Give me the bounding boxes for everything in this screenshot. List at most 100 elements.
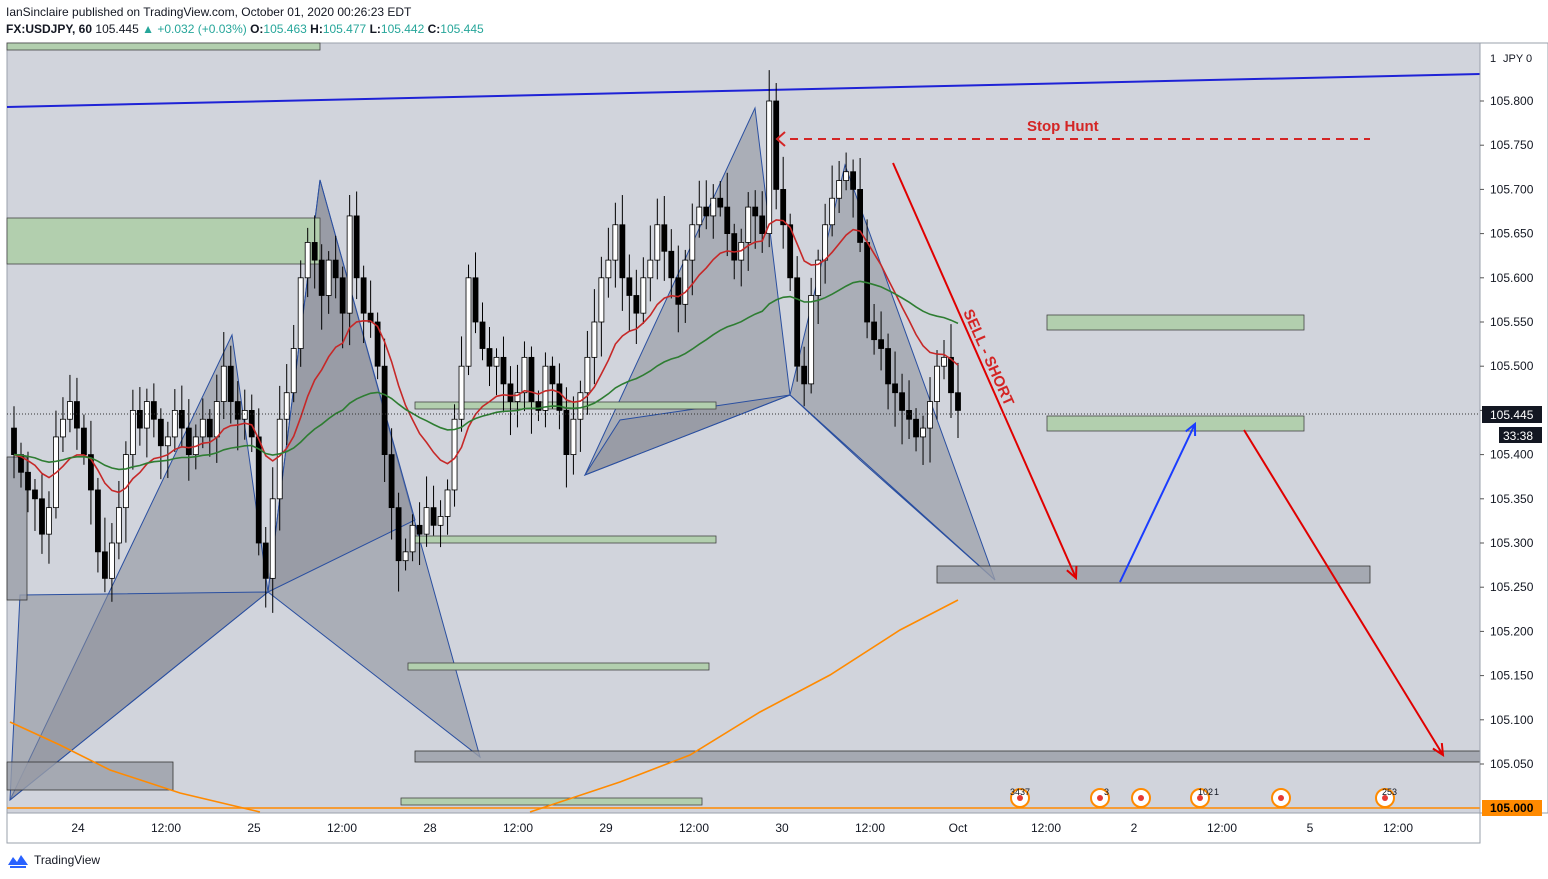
candle[interactable] — [752, 206, 759, 217]
candle[interactable] — [570, 418, 577, 455]
candle[interactable] — [850, 171, 857, 190]
candle[interactable] — [521, 356, 528, 394]
candle[interactable] — [437, 516, 444, 526]
candle[interactable] — [102, 551, 108, 579]
candle[interactable] — [955, 392, 961, 411]
candle[interactable] — [430, 507, 437, 526]
candle[interactable] — [304, 242, 311, 279]
candle[interactable] — [332, 259, 339, 279]
trendline[interactable] — [6, 73, 1481, 108]
candle[interactable] — [857, 188, 864, 243]
candle[interactable] — [696, 206, 703, 226]
candle[interactable] — [108, 542, 115, 579]
candle[interactable] — [269, 498, 276, 579]
candle[interactable] — [654, 224, 661, 261]
candle[interactable] — [353, 215, 360, 279]
candle[interactable] — [479, 321, 486, 349]
candle[interactable] — [829, 197, 836, 226]
resistance-zone[interactable] — [6, 761, 174, 791]
candle[interactable] — [46, 507, 52, 535]
candle[interactable] — [346, 215, 353, 314]
candle[interactable] — [32, 489, 38, 500]
target-arrow[interactable] — [1243, 429, 1444, 756]
sell-arrow[interactable] — [892, 162, 1077, 579]
candle[interactable] — [766, 100, 773, 235]
candle[interactable] — [794, 277, 801, 367]
candle[interactable] — [605, 259, 612, 279]
candle[interactable] — [39, 498, 45, 535]
candle[interactable] — [878, 339, 884, 349]
candle[interactable] — [311, 242, 318, 261]
candle[interactable] — [759, 215, 766, 234]
candle[interactable] — [25, 471, 31, 491]
symbol-name[interactable]: FX:USDJPY, 60 — [6, 22, 93, 36]
candle[interactable] — [710, 197, 717, 217]
candle[interactable] — [262, 542, 269, 579]
author-name[interactable]: IanSinclaire — [6, 5, 69, 19]
candle[interactable] — [892, 383, 898, 394]
candle[interactable] — [682, 259, 689, 305]
candle[interactable] — [913, 418, 919, 438]
candle[interactable] — [325, 259, 332, 296]
candle[interactable] — [81, 427, 87, 455]
candle[interactable] — [339, 277, 346, 314]
support-zone[interactable] — [1046, 314, 1305, 331]
candle[interactable] — [318, 259, 325, 296]
candle[interactable] — [948, 356, 954, 394]
candle[interactable] — [360, 277, 367, 314]
candle[interactable] — [60, 418, 66, 438]
candle[interactable] — [171, 409, 178, 438]
candle[interactable] — [724, 206, 731, 235]
candle[interactable] — [290, 348, 297, 394]
candle[interactable] — [185, 427, 192, 455]
candle[interactable] — [871, 321, 877, 341]
candle[interactable] — [136, 409, 143, 429]
candle[interactable] — [143, 401, 150, 429]
support-zone[interactable] — [1046, 415, 1305, 432]
candle[interactable] — [472, 277, 479, 323]
candle[interactable] — [528, 356, 535, 402]
candle[interactable] — [563, 409, 570, 455]
candle[interactable] — [640, 277, 647, 314]
candle[interactable] — [745, 206, 752, 243]
candle[interactable] — [808, 295, 815, 385]
retest-arrow[interactable] — [1119, 423, 1196, 583]
candle[interactable] — [549, 365, 556, 385]
candle[interactable] — [507, 383, 514, 402]
support-zone[interactable] — [6, 42, 321, 51]
candle[interactable] — [500, 356, 507, 385]
candle[interactable] — [822, 224, 829, 261]
candle[interactable] — [598, 277, 605, 323]
candle[interactable] — [619, 224, 626, 279]
candle[interactable] — [241, 409, 248, 420]
candle[interactable] — [514, 392, 521, 402]
candle[interactable] — [206, 418, 213, 438]
candle[interactable] — [934, 365, 940, 402]
candle[interactable] — [801, 365, 808, 385]
candle[interactable] — [591, 321, 598, 358]
footer-brand[interactable]: TradingView — [6, 851, 100, 869]
candle[interactable] — [675, 277, 682, 305]
candle[interactable] — [556, 383, 563, 411]
candle[interactable] — [689, 224, 696, 261]
candle[interactable] — [626, 277, 633, 296]
candle[interactable] — [493, 356, 500, 367]
candle[interactable] — [465, 277, 472, 367]
candle[interactable] — [906, 409, 912, 420]
support-zone[interactable] — [407, 662, 710, 671]
candle[interactable] — [374, 321, 381, 367]
candle[interactable] — [297, 277, 304, 349]
candle[interactable] — [164, 436, 171, 447]
candle[interactable] — [157, 418, 164, 447]
time-axis[interactable] — [6, 812, 1481, 844]
candle[interactable] — [612, 224, 619, 261]
candle[interactable] — [150, 401, 157, 420]
candle[interactable] — [213, 401, 220, 438]
candle[interactable] — [283, 392, 290, 420]
support-zone[interactable] — [414, 401, 717, 410]
resistance-zone[interactable] — [6, 456, 28, 601]
candle[interactable] — [227, 365, 234, 402]
candle[interactable] — [255, 436, 262, 544]
candle[interactable] — [388, 454, 395, 509]
